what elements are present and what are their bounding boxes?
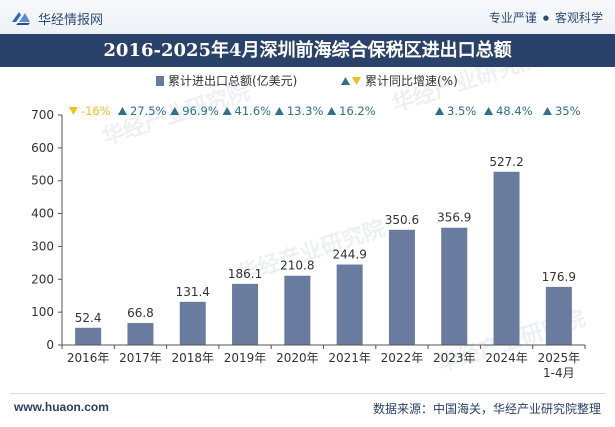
y-tick-label: 300 — [31, 239, 54, 253]
title-bar: 2016-2025年4月深圳前海综合保税区进出口总额 — [0, 34, 615, 67]
bar-value-label: 131.4 — [176, 285, 210, 299]
bar — [75, 327, 102, 345]
legend-up-triangle-icon — [341, 77, 350, 85]
y-tick-label: 400 — [31, 207, 54, 221]
legend-bar-label: 累计进出口总额(亿美元) — [168, 73, 297, 88]
growth-label: 3.5% — [447, 104, 476, 118]
x-axis: 2016年 2017年 2018年 2019年 2020年 2021年 2022年 2023年… — [61, 344, 586, 380]
growth-label: 13.3% — [287, 104, 324, 118]
y-tick-label: 100 — [31, 305, 54, 319]
bar — [441, 227, 468, 345]
slogan-right: 客观科学 — [554, 11, 603, 25]
growth-up-triangle-icon — [117, 107, 127, 115]
growth-up-triangle-icon — [222, 107, 232, 115]
bar-value-label: 66.8 — [127, 306, 154, 320]
bar — [388, 229, 415, 345]
bar — [284, 275, 311, 345]
x-tick-label: 2021年 — [328, 351, 371, 365]
slogan-left: 专业严谨 — [488, 11, 537, 25]
legend: 累计进出口总额(亿美元) 累计同比增速(%) — [156, 73, 458, 88]
x-tick-label: 2024年 — [485, 351, 528, 365]
bar — [179, 301, 206, 345]
chart-title: 2016-2025年4月深圳前海综合保税区进出口总额 — [103, 40, 512, 61]
bar-value-label: 52.4 — [75, 311, 102, 325]
y-tick-label: 600 — [31, 141, 54, 155]
bar — [336, 264, 363, 345]
bar-value-label: 186.1 — [228, 267, 262, 281]
growth-label: 16.2% — [339, 104, 376, 118]
growth-label: 41.6% — [235, 104, 272, 118]
bar-value-label: 356.9 — [437, 211, 471, 225]
footer-divider — [10, 393, 605, 394]
bar — [545, 286, 572, 345]
bar — [127, 323, 154, 345]
legend-bar-swatch — [156, 76, 164, 86]
growth-up-triangle-icon — [542, 107, 552, 115]
x-tick-label: 2020年 — [276, 351, 319, 365]
x-tick-label: 2016年 — [67, 351, 110, 365]
bar — [232, 283, 259, 345]
brand-logo-icon — [12, 12, 30, 25]
brand-name: 华经情报网 — [38, 13, 104, 28]
slogan: 专业严谨 ● 客观科学 — [489, 9, 603, 26]
footer-source: 数据来源：中国海关，华经产业研究院整理 — [372, 402, 601, 416]
x-tick-label: 2017年 — [119, 351, 162, 365]
bar-value-label: 176.9 — [542, 270, 576, 284]
growth-up-triangle-icon — [327, 107, 337, 115]
legend-growth-label: 累计同比增速(%) — [365, 74, 458, 88]
y-tick-label: 500 — [31, 174, 54, 188]
bar-value-label: 527.2 — [489, 155, 523, 169]
growth-label: 96.9% — [182, 104, 219, 118]
footer-url[interactable]: www.huaon.com — [14, 400, 109, 414]
y-axis: 0 100 200 300 400 500 600 700 — [31, 108, 63, 352]
growth-up-triangle-icon — [435, 107, 445, 115]
x-tick-label: 2019年 — [224, 351, 267, 365]
slogan-separator: ● — [542, 14, 549, 22]
top-header-bar: 华经情报网 专业严谨 ● 客观科学 — [0, 0, 615, 34]
growth-label: 48.4% — [496, 104, 533, 118]
bar-value-label: 210.8 — [280, 259, 314, 273]
growth-down-triangle-icon — [68, 107, 78, 115]
growth-up-triangle-icon — [274, 107, 284, 115]
growth-up-triangle-icon — [484, 107, 494, 115]
y-tick-label: 0 — [46, 338, 54, 352]
bars-group: 52.4 66.8 131.4 186.1 210.8 244.9 350.6 356.9 52… — [75, 155, 576, 345]
x-tick-label: 2025年 1-4月 — [538, 351, 581, 380]
growth-label: -16% — [81, 104, 111, 118]
bar-value-label: 244.9 — [332, 248, 366, 262]
growth-up-triangle-icon — [170, 107, 180, 115]
bar-value-label: 350.6 — [385, 213, 419, 227]
growth-label: 27.5% — [130, 104, 167, 118]
x-tick-label: 2023年 — [433, 351, 476, 365]
growth-row: -16% 27.5% 96.9% 41.6% 13.3% 16.2% 3.5% 48.4% 35… — [68, 104, 581, 118]
legend-down-triangle-icon — [352, 77, 361, 85]
x-tick-label: 2018年 — [171, 351, 214, 365]
bar — [493, 171, 520, 345]
x-tick-label: 2022年 — [381, 351, 424, 365]
y-tick-label: 200 — [31, 272, 54, 286]
y-tick-label: 700 — [31, 108, 54, 122]
bar-chart: 华经产业研究院 华经产业研究院 华经产业研究院 华经产业研究院 累计进出口总额(… — [31, 67, 588, 380]
growth-label: 35% — [555, 104, 581, 118]
